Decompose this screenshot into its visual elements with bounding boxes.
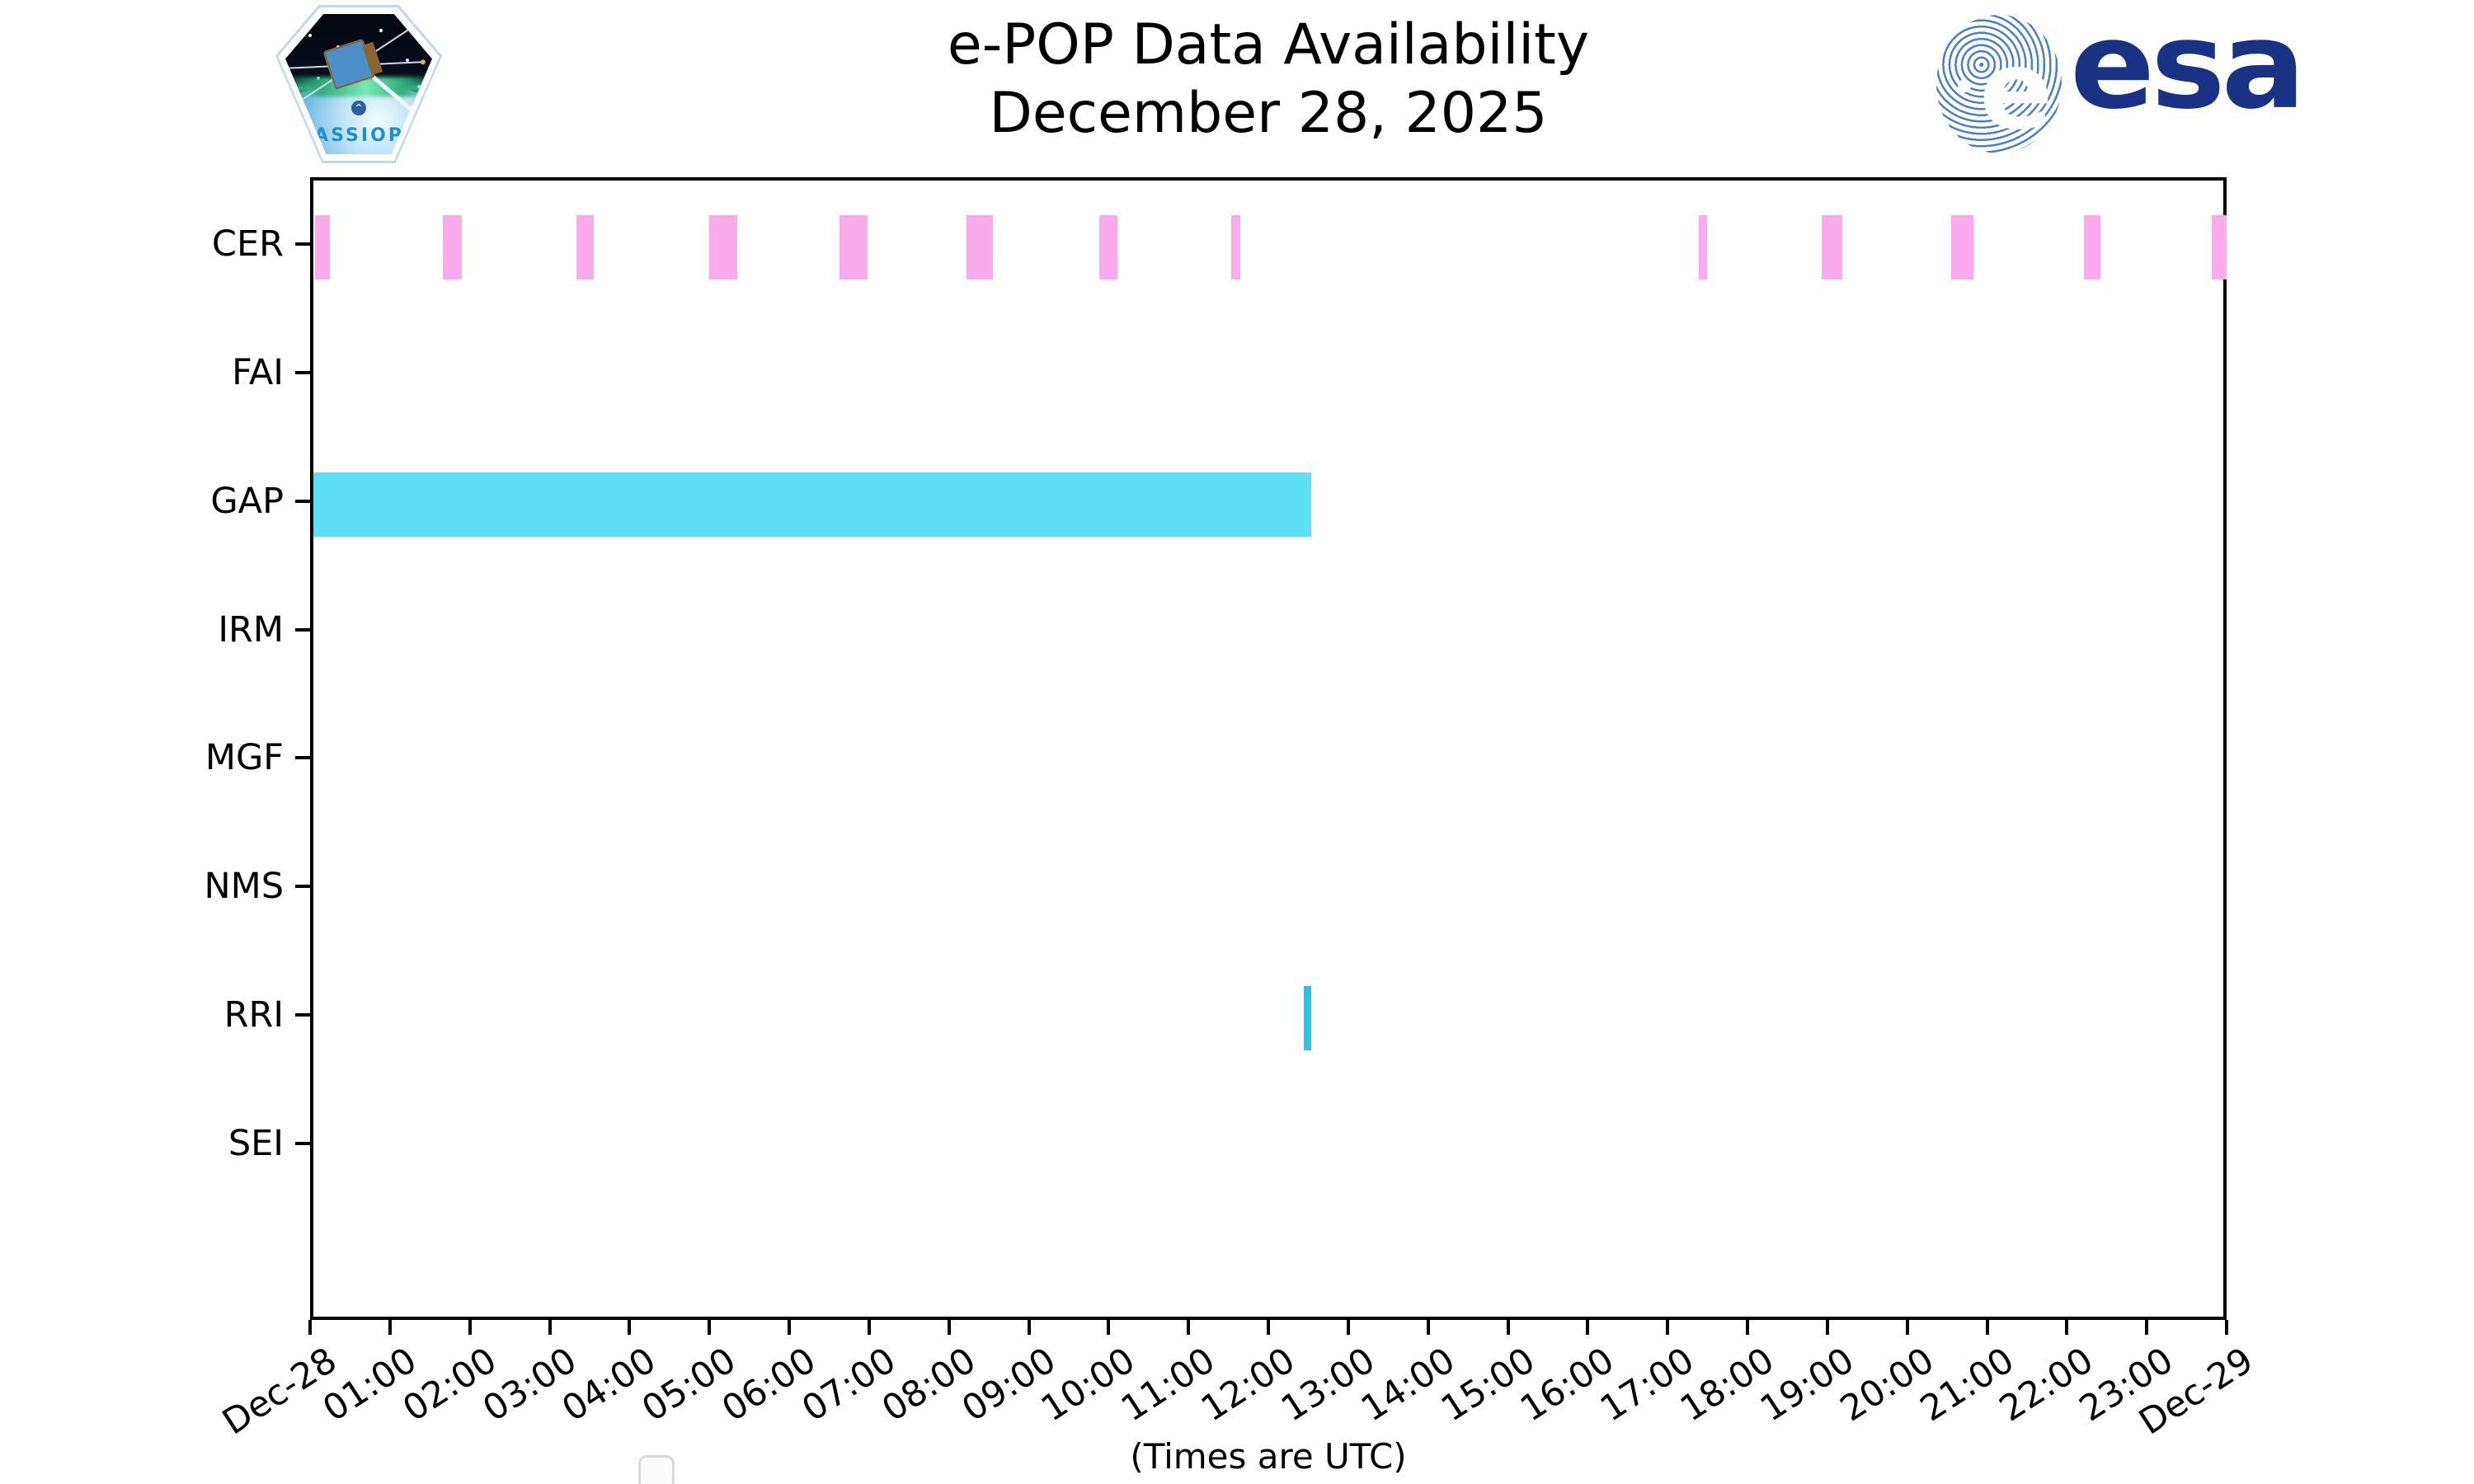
x-tick-01:00: [388, 1320, 392, 1335]
availability-bar-CER-10: [1822, 215, 1843, 279]
row-label-RRI: RRI: [223, 994, 284, 1036]
availability-bar-CER-1: [314, 215, 331, 279]
x-tick-label-20:00: 20:00: [1832, 1340, 1941, 1430]
y-tick-NMS: [295, 885, 310, 889]
availability-bar-CER-4: [709, 215, 738, 279]
x-tick-03:00: [548, 1320, 552, 1335]
cassiope-mission-patch: ^ CASSIOPE: [275, 5, 442, 163]
availability-bar-CER-7: [1098, 215, 1118, 279]
row-label-IRM: IRM: [218, 608, 284, 650]
x-tick-13:00: [1346, 1320, 1350, 1335]
x-tick-label-21:00: 21:00: [1912, 1340, 2021, 1430]
aurora-band: [285, 77, 432, 97]
x-tick-06:00: [788, 1320, 791, 1335]
x-tick-label-04:00: 04:00: [555, 1340, 664, 1430]
x-tick-19:00: [1825, 1320, 1829, 1335]
x-tick-label-22:00: 22:00: [1992, 1340, 2101, 1430]
x-tick-label-19:00: 19:00: [1752, 1340, 1862, 1430]
chart-title-block: e-POP Data Availability December 28, 202…: [310, 12, 2227, 148]
x-tick-label-14:00: 14:00: [1353, 1340, 1462, 1430]
x-tick-02:00: [468, 1320, 472, 1335]
availability-bar-CER-2: [442, 215, 463, 279]
x-tick-label-10:00: 10:00: [1034, 1340, 1143, 1430]
x-tick-label-17:00: 17:00: [1593, 1340, 1702, 1430]
stars-decoration: [308, 34, 312, 37]
x-tick-label-18:00: 18:00: [1673, 1340, 1782, 1430]
esa-logo: e esa: [1936, 0, 2306, 158]
x-tick-label-05:00: 05:00: [635, 1340, 744, 1430]
availability-bar-CER-11: [1951, 215, 1974, 279]
x-tick-23:00: [2145, 1320, 2149, 1335]
x-tick-14:00: [1426, 1320, 1430, 1335]
x-tick-label-06:00: 06:00: [715, 1340, 824, 1430]
x-tick-label-02:00: 02:00: [395, 1340, 504, 1430]
x-tick-label-01:00: 01:00: [315, 1340, 425, 1430]
y-tick-IRM: [295, 627, 310, 632]
x-tick-17:00: [1666, 1320, 1670, 1335]
esa-globe-dot: [1958, 79, 1971, 92]
availability-bar-CER-3: [576, 215, 594, 279]
y-tick-SEI: [295, 1141, 310, 1145]
row-label-SEI: SEI: [228, 1122, 284, 1164]
x-tick-09:00: [1027, 1320, 1031, 1335]
availability-bar-GAP-1: [313, 472, 1312, 537]
availability-bar-CER-12: [2083, 215, 2101, 279]
x-tick-label-12:00: 12:00: [1194, 1340, 1303, 1430]
availability-bar-CER-13: [2211, 215, 2227, 279]
esa-globe-icon: e: [1936, 15, 2062, 153]
x-tick-label-13:00: 13:00: [1273, 1340, 1383, 1430]
y-tick-FAI: [295, 370, 310, 374]
x-tick-16:00: [1586, 1320, 1590, 1335]
x-axis-note: (Times are UTC): [1130, 1436, 1407, 1477]
x-tick-07:00: [867, 1320, 871, 1335]
x-tick-04:00: [628, 1320, 632, 1335]
x-tick-Dec-29: [2225, 1320, 2228, 1335]
x-tick-22:00: [2065, 1320, 2069, 1335]
x-tick-10:00: [1107, 1320, 1111, 1335]
x-tick-11:00: [1187, 1320, 1191, 1335]
x-tick-label-03:00: 03:00: [475, 1340, 584, 1430]
x-tick-label-09:00: 09:00: [954, 1340, 1063, 1430]
x-tick-label-16:00: 16:00: [1513, 1340, 1622, 1430]
availability-bar-RRI-1: [1303, 986, 1312, 1051]
y-tick-GAP: [295, 499, 310, 503]
x-tick-12:00: [1267, 1320, 1270, 1335]
esa-globe-e-glyph: e: [1979, 27, 2053, 153]
x-tick-Dec-28: [308, 1320, 312, 1335]
x-tick-label-15:00: 15:00: [1433, 1340, 1542, 1430]
x-tick-20:00: [1905, 1320, 1909, 1335]
esa-wordmark: esa: [2070, 0, 2306, 136]
x-tick-08:00: [947, 1320, 951, 1335]
y-tick-RRI: [295, 1013, 310, 1017]
availability-bar-CER-6: [967, 215, 994, 279]
availability-bar-CER-8: [1230, 215, 1241, 279]
row-label-GAP: GAP: [210, 480, 284, 522]
row-label-FAI: FAI: [232, 351, 284, 393]
chart-title: e-POP Data Availability: [947, 12, 1590, 77]
x-tick-label-11:00: 11:00: [1114, 1340, 1223, 1430]
plot-area: [310, 177, 2227, 1484]
row-label-MGF: MGF: [205, 737, 284, 779]
y-tick-CER: [295, 242, 310, 246]
y-tick-MGF: [295, 756, 310, 760]
x-tick-15:00: [1506, 1320, 1510, 1335]
availability-bar-CER-5: [840, 215, 868, 279]
x-tick-label-07:00: 07:00: [794, 1340, 904, 1430]
csa-agency-icon: ^: [351, 101, 366, 116]
x-tick-05:00: [708, 1320, 712, 1335]
chart-subtitle: December 28, 2025: [989, 80, 1548, 146]
x-tick-21:00: [1985, 1320, 1989, 1335]
x-tick-label-08:00: 08:00: [874, 1340, 983, 1430]
x-tick-18:00: [1746, 1320, 1749, 1335]
row-label-NMS: NMS: [204, 866, 284, 908]
availability-bar-CER-9: [1699, 215, 1707, 279]
row-label-CER: CER: [211, 223, 284, 265]
empty-legend-box: [638, 1455, 675, 1484]
